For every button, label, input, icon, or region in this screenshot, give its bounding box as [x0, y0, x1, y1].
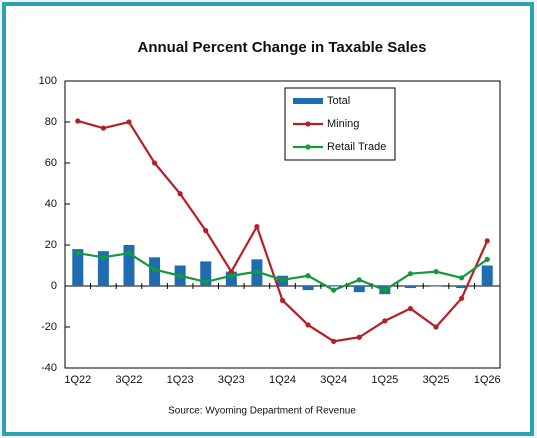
legend-label: Retail Trade — [327, 141, 386, 153]
point — [203, 279, 209, 285]
bar — [481, 265, 493, 286]
point — [459, 295, 465, 301]
point — [254, 223, 260, 230]
bar — [302, 286, 314, 291]
point — [203, 228, 209, 234]
bar — [97, 251, 109, 286]
point — [331, 287, 337, 293]
point — [100, 254, 106, 260]
point — [484, 256, 490, 262]
point — [151, 267, 158, 273]
x-tick-label: 1Q22 — [64, 374, 91, 386]
bar — [430, 286, 442, 287]
bar — [72, 249, 84, 286]
point — [407, 271, 414, 277]
point — [75, 250, 81, 256]
legend-swatch-point — [305, 144, 311, 150]
point — [151, 160, 158, 166]
point — [382, 287, 388, 293]
point — [100, 125, 106, 131]
x-tick-label: 3Q23 — [218, 374, 245, 386]
y-tick-label: -40 — [41, 362, 57, 374]
bar — [328, 286, 340, 287]
x-tick-label: 1Q26 — [474, 374, 501, 386]
y-tick-label: 100 — [39, 75, 57, 87]
legend-swatch-point — [305, 121, 311, 127]
point — [433, 324, 439, 330]
x-tick-label: 1Q25 — [371, 374, 398, 386]
bar — [200, 261, 212, 286]
x-tick-label: 1Q24 — [269, 374, 296, 386]
legend-swatch — [293, 98, 323, 104]
point — [407, 305, 414, 312]
x-tick-label: 3Q25 — [423, 374, 450, 386]
x-tick-label: 3Q22 — [116, 374, 143, 386]
point — [75, 118, 81, 124]
point — [228, 273, 234, 279]
bar — [404, 286, 416, 289]
x-tick-label: 1Q23 — [167, 374, 194, 386]
y-tick-label: 40 — [45, 198, 57, 210]
source: Source: Wyoming Department of Revenue — [168, 406, 356, 417]
point — [356, 334, 362, 340]
point — [279, 277, 286, 283]
legend-label: Total — [327, 95, 350, 107]
plot-frame — [64, 80, 501, 369]
bar — [353, 286, 365, 293]
point — [279, 297, 286, 303]
point — [433, 269, 439, 275]
point — [305, 322, 311, 328]
bar — [123, 245, 135, 286]
point — [356, 277, 362, 283]
point — [459, 275, 465, 281]
y-tick-label: -20 — [41, 321, 57, 333]
y-tick-label: 0 — [51, 280, 57, 292]
point — [177, 273, 183, 279]
y-tick-label: 20 — [45, 239, 57, 251]
point — [484, 238, 490, 244]
point — [126, 250, 132, 256]
point — [305, 273, 311, 279]
x-tick-label: 3Q24 — [320, 374, 347, 386]
point — [382, 318, 388, 324]
y-tick-label: 80 — [45, 116, 57, 128]
point — [177, 191, 183, 197]
chart-title: Annual Percent Change in Taxable Sales — [138, 39, 427, 56]
point — [228, 269, 234, 275]
y-tick-label: 60 — [45, 157, 57, 169]
bar — [225, 271, 237, 286]
point — [254, 269, 260, 275]
point — [126, 119, 132, 125]
bar — [456, 286, 468, 289]
legend-label: Mining — [327, 118, 359, 130]
point — [331, 338, 337, 344]
